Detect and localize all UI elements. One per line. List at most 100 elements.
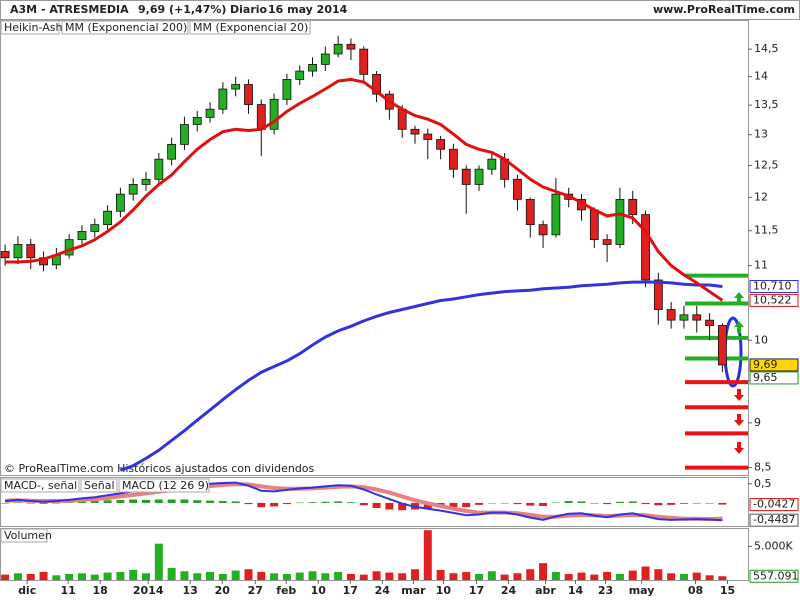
x-tick-label: feb	[276, 584, 296, 597]
macd-bar	[346, 502, 355, 503]
down-arrow	[734, 389, 744, 401]
volume-bar	[295, 572, 304, 580]
x-tick-label: may	[629, 584, 655, 597]
volume-bar	[257, 571, 266, 580]
volume-bar	[410, 569, 419, 580]
volume-bar	[26, 573, 35, 580]
price-panel	[0, 20, 749, 476]
volume-bar	[603, 571, 612, 580]
y-tick-label: 10	[754, 333, 768, 346]
x-tick-label: dic	[18, 584, 36, 597]
volume-bar	[526, 569, 535, 580]
y-tick-label: 13,5	[754, 98, 779, 111]
candle-body	[641, 214, 650, 281]
macd-line	[5, 481, 723, 522]
macd-panel	[0, 477, 749, 527]
x-tick-label: mar	[401, 584, 426, 597]
macd-bar	[539, 502, 548, 507]
macd-bar	[270, 502, 279, 507]
candle-body	[192, 117, 202, 125]
macd-bar	[257, 502, 266, 508]
x-tick-label: 15	[720, 584, 735, 597]
x-tick-label: 14	[568, 584, 584, 597]
candle-body	[705, 319, 714, 326]
up-arrow	[734, 292, 744, 304]
volume-bar	[577, 572, 586, 580]
macd-bar	[116, 499, 125, 503]
y-tick-label: 12,5	[754, 158, 779, 171]
volume-panel	[0, 528, 749, 581]
candle-body	[167, 143, 177, 160]
x-tick-label: abr	[535, 584, 556, 597]
price-label: -0,4487	[753, 513, 795, 526]
down-arrow	[734, 442, 744, 454]
candle-body	[218, 88, 228, 110]
macd-bar	[423, 502, 432, 509]
x-tick-label: 17	[343, 584, 358, 597]
volume-bar	[103, 572, 112, 580]
volume-bar	[679, 573, 688, 580]
x-tick-label: 13	[183, 584, 198, 597]
price-label: 9,65	[753, 371, 778, 384]
macd-bar	[321, 501, 330, 503]
volume-bar	[244, 569, 253, 580]
volume-bar	[154, 543, 163, 580]
x-tick-label: 10	[311, 584, 327, 597]
legend-label: Señal	[84, 479, 115, 492]
candle-body	[0, 251, 10, 259]
legend-box	[61, 20, 189, 35]
macd-bar	[142, 499, 151, 503]
macd-bar	[513, 502, 522, 505]
macd-bar	[718, 502, 727, 505]
macd-bar	[475, 502, 484, 505]
candle-body	[551, 193, 561, 236]
date: 16 may 2014	[268, 3, 348, 16]
candle-body	[615, 198, 625, 245]
moving-average	[119, 280, 723, 472]
candle-body	[692, 314, 702, 321]
candle-body	[333, 43, 343, 55]
x-tick-label: 24	[375, 584, 391, 597]
volume-bar	[590, 574, 599, 580]
macd-bar	[577, 501, 586, 503]
macd-bar	[449, 502, 458, 508]
macd-bar	[590, 502, 599, 504]
price-label-box	[749, 358, 799, 372]
macd-bar	[551, 502, 560, 504]
volume-bar	[449, 573, 458, 580]
legend-box	[189, 20, 311, 35]
candle-body	[115, 193, 125, 212]
x-tick-label: 17	[469, 584, 484, 597]
price-label-box	[749, 513, 799, 527]
candle-body	[513, 178, 522, 200]
volume-title: Volumen	[4, 529, 52, 542]
volume-bar	[193, 573, 202, 580]
y-tick-label: 9	[754, 416, 761, 429]
price-label: 10,710	[753, 280, 792, 293]
volume-bar	[500, 574, 509, 580]
macd-bar	[206, 500, 215, 503]
macd-bar	[526, 502, 535, 506]
volume-bar	[218, 573, 227, 580]
macd-bar	[679, 502, 688, 504]
candle-body	[717, 325, 727, 366]
x-tick-label: 2014	[133, 584, 164, 597]
legend-label: Heikin-Ashi	[4, 21, 66, 34]
y-tick-label: 11	[754, 259, 768, 272]
legend-label: MACD-, señal	[4, 479, 77, 492]
legend-box	[0, 478, 80, 493]
volume-bar	[628, 570, 637, 580]
candle-body	[13, 244, 23, 259]
candle-body	[538, 224, 548, 236]
candle-body	[154, 158, 164, 180]
macd-bar	[26, 502, 35, 504]
macd-bar	[359, 502, 368, 506]
macd-bar	[244, 502, 253, 505]
volume-bar	[462, 571, 471, 580]
candle-body	[141, 178, 151, 185]
candle-body	[308, 64, 317, 72]
candle-body	[461, 168, 471, 185]
macd-bar	[295, 502, 304, 504]
candle-body	[679, 314, 689, 321]
